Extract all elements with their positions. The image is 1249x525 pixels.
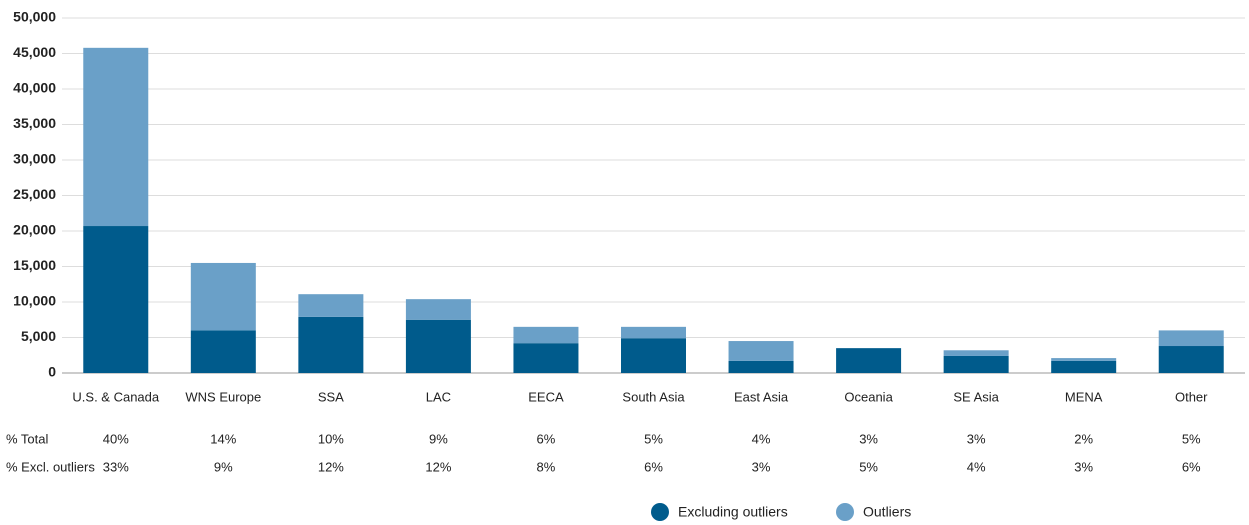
bar-segment xyxy=(513,326,579,344)
legend-swatch xyxy=(651,503,669,521)
y-tick-label: 50,000 xyxy=(13,9,56,25)
table-cell: 14% xyxy=(210,431,236,446)
y-tick-label: 40,000 xyxy=(13,80,56,96)
table-cell: 6% xyxy=(644,459,663,474)
bar-segment xyxy=(83,226,149,373)
table-cell: 3% xyxy=(752,459,771,474)
y-tick-label: 10,000 xyxy=(13,293,56,309)
table-cell: 3% xyxy=(1074,459,1093,474)
x-tick-label: East Asia xyxy=(734,389,789,404)
table-cell: 5% xyxy=(644,431,663,446)
table-cell: 6% xyxy=(537,431,556,446)
table-cell: 10% xyxy=(318,431,344,446)
y-tick-label: 15,000 xyxy=(13,257,56,273)
table-cell: 8% xyxy=(537,459,556,474)
table-cell: 3% xyxy=(967,431,986,446)
legend-swatch xyxy=(836,503,854,521)
table-cell: 12% xyxy=(425,459,451,474)
table-cell: 5% xyxy=(859,459,878,474)
table-cell: 5% xyxy=(1182,431,1201,446)
y-tick-label: 30,000 xyxy=(13,151,56,167)
bar-segment xyxy=(728,360,794,373)
y-tick-label: 5,000 xyxy=(21,328,56,344)
bar-segment xyxy=(1158,346,1224,373)
bar-segment xyxy=(83,47,149,227)
bar-segment xyxy=(1158,330,1224,347)
table-row-label: % Excl. outliers xyxy=(6,459,95,474)
bar-segment xyxy=(728,341,794,361)
bar-segment xyxy=(943,350,1009,356)
legend-label: Excluding outliers xyxy=(678,504,788,520)
bar-segment xyxy=(621,338,686,373)
bar-segment xyxy=(298,294,364,317)
y-tick-label: 0 xyxy=(48,364,56,380)
table-cell: 33% xyxy=(103,459,129,474)
table-cell: 9% xyxy=(214,459,233,474)
x-tick-label: Other xyxy=(1175,389,1208,404)
bar-segment xyxy=(298,316,364,373)
y-tick-label: 20,000 xyxy=(13,222,56,238)
bar-segment xyxy=(405,319,471,373)
x-tick-label: MENA xyxy=(1065,389,1103,404)
bar-segment xyxy=(836,348,902,373)
table-cell: 4% xyxy=(967,459,986,474)
x-tick-label: SE Asia xyxy=(953,389,999,404)
x-tick-label: South Asia xyxy=(622,389,685,404)
table-cell: 12% xyxy=(318,459,344,474)
y-tick-label: 25,000 xyxy=(13,186,56,202)
x-tick-label: SSA xyxy=(318,389,344,404)
table-cell: 9% xyxy=(429,431,448,446)
table-cell: 3% xyxy=(859,431,878,446)
table-cell: 4% xyxy=(752,431,771,446)
x-tick-label: U.S. & Canada xyxy=(72,389,159,404)
x-tick-label: WNS Europe xyxy=(185,389,261,404)
y-tick-label: 35,000 xyxy=(13,115,56,131)
bar-segment xyxy=(513,343,579,373)
bar-segment xyxy=(405,299,471,320)
bar-segment xyxy=(190,330,256,373)
legend-label: Outliers xyxy=(863,504,911,520)
bar-segment xyxy=(621,326,686,339)
bar-segment xyxy=(1051,358,1117,361)
bar-segment xyxy=(190,262,256,331)
bar-segment xyxy=(1051,360,1117,373)
table-cell: 6% xyxy=(1182,459,1201,474)
y-tick-label: 45,000 xyxy=(13,44,56,60)
x-tick-label: LAC xyxy=(426,389,451,404)
table-cell: 40% xyxy=(103,431,129,446)
x-tick-label: EECA xyxy=(528,389,564,404)
table-row-label: % Total xyxy=(6,431,49,446)
table-cell: 2% xyxy=(1074,431,1093,446)
x-tick-label: Oceania xyxy=(844,389,893,404)
bar-segment xyxy=(943,355,1009,373)
